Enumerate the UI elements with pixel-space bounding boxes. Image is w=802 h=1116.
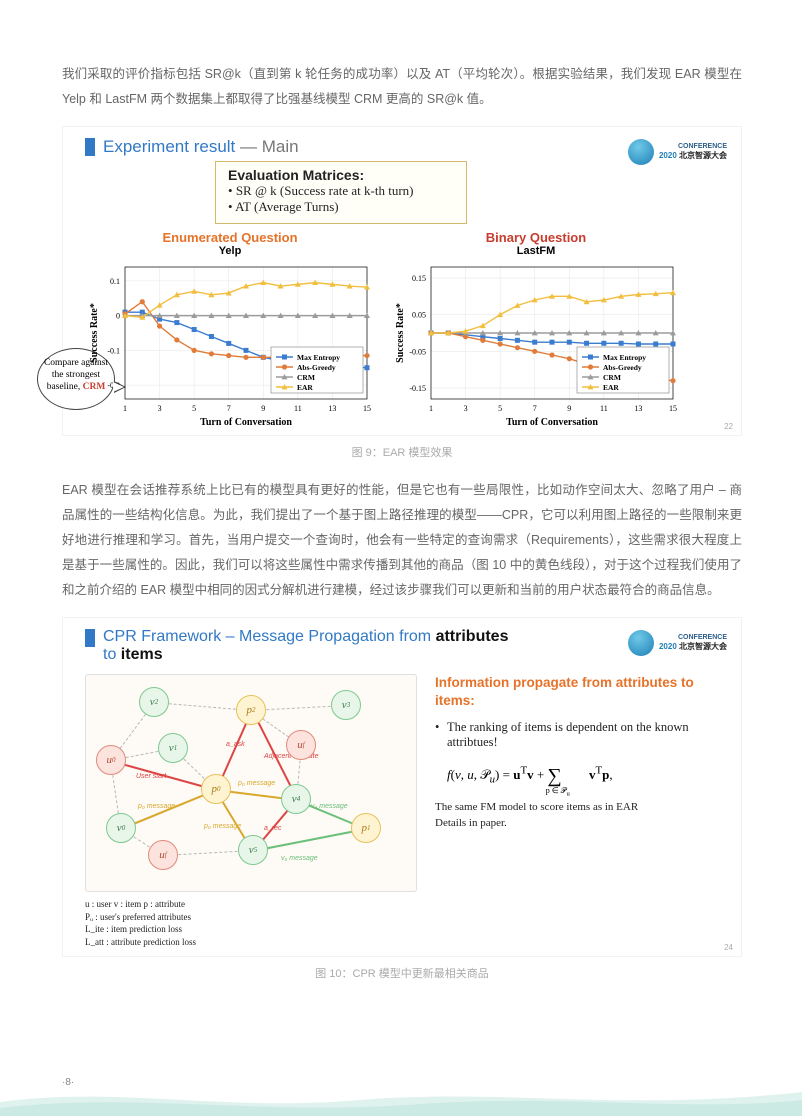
logo-conf: CONFERENCE bbox=[678, 143, 727, 150]
logo-year: 2020 bbox=[659, 151, 677, 160]
svg-text:0: 0 bbox=[116, 312, 120, 321]
fig9-title-a: Experiment result bbox=[103, 137, 240, 156]
chart-yelp: Enumerated Question Yelp 13579111315-0.2… bbox=[85, 230, 375, 429]
svg-text:CRM: CRM bbox=[297, 373, 315, 382]
svg-text:3: 3 bbox=[158, 404, 162, 413]
svg-text:0.1: 0.1 bbox=[110, 277, 120, 286]
svg-text:-0.1: -0.1 bbox=[107, 346, 120, 355]
svg-text:13: 13 bbox=[634, 404, 642, 413]
figure-10: CPR Framework – Message Propagation from… bbox=[62, 617, 742, 957]
graph-legend: L_att : attribute prediction loss bbox=[85, 936, 417, 949]
svg-text:Success Rate*: Success Rate* bbox=[395, 303, 406, 363]
svg-text:7: 7 bbox=[227, 404, 231, 413]
figure-10-caption: 图 10：CPR 模型中更新最相关商品 bbox=[62, 965, 742, 981]
prop-title: Information propagate from attributes to… bbox=[435, 674, 715, 710]
cpr-graph: User startp₀ messagea_askp₀ messagep₀ me… bbox=[85, 674, 417, 892]
chart-dataset-left: Yelp bbox=[85, 245, 375, 257]
svg-text:CRM: CRM bbox=[603, 373, 621, 382]
svg-text:Max Entropy: Max Entropy bbox=[297, 353, 340, 362]
svg-text:EAR: EAR bbox=[297, 383, 313, 392]
svg-text:15: 15 bbox=[669, 404, 677, 413]
svg-text:Turn of Conversation: Turn of Conversation bbox=[506, 417, 598, 428]
svg-text:-0.05: -0.05 bbox=[409, 347, 426, 356]
prop-sub-1: The same FM model to score items as in E… bbox=[435, 800, 715, 816]
svg-text:7: 7 bbox=[533, 404, 537, 413]
evaluation-box: Evaluation Matrices: • SR @ k (Success r… bbox=[215, 161, 467, 224]
intro-paragraph-2: EAR 模型在会话推荐系统上比已有的模型具有更好的性能，但是它也有一些局限性，比… bbox=[62, 478, 742, 603]
logo-dot-icon bbox=[628, 139, 654, 165]
graph-legend: Pᵤ : user's preferred attributes bbox=[85, 911, 417, 924]
svg-text:Turn of Conversation: Turn of Conversation bbox=[200, 417, 292, 428]
svg-text:11: 11 bbox=[600, 404, 608, 413]
logo-sub: 北京智源大会 bbox=[679, 151, 727, 160]
chart-subtitle-left: Enumerated Question bbox=[85, 230, 375, 245]
conference-logo: CONFERENCE2020 北京智源大会 bbox=[628, 139, 727, 165]
figure-9-caption: 图 9：EAR 模型效果 bbox=[62, 444, 742, 460]
svg-text:11: 11 bbox=[294, 404, 302, 413]
svg-text:0.15: 0.15 bbox=[412, 274, 426, 283]
svg-text:9: 9 bbox=[261, 404, 265, 413]
page-number: ·8· bbox=[62, 1077, 74, 1088]
figure-9: Experiment result — Main CONFERENCE2020 … bbox=[62, 126, 742, 436]
graph-legend: u : user v : item p : attribute bbox=[85, 898, 417, 911]
fig9-title-b: — Main bbox=[240, 137, 299, 156]
prop-item: The ranking of items is dependent on the… bbox=[447, 720, 715, 750]
conference-logo: CONFERENCE2020 北京智源大会 bbox=[628, 630, 727, 656]
footer-wave-icon bbox=[0, 1082, 802, 1116]
svg-text:15: 15 bbox=[363, 404, 371, 413]
svg-text:Max Entropy: Max Entropy bbox=[603, 353, 646, 362]
svg-text:5: 5 bbox=[498, 404, 502, 413]
svg-text:Success Rate*: Success Rate* bbox=[89, 303, 100, 363]
logo-dot-icon bbox=[628, 630, 654, 656]
intro-paragraph-1: 我们采取的评价指标包括 SR@k（直到第 k 轮任务的成功率）以及 AT（平均轮… bbox=[62, 62, 742, 112]
slide-number: 22 bbox=[724, 422, 733, 431]
svg-text:-0.15: -0.15 bbox=[409, 384, 426, 393]
svg-text:1: 1 bbox=[429, 404, 433, 413]
svg-text:13: 13 bbox=[328, 404, 336, 413]
svg-text:5: 5 bbox=[192, 404, 196, 413]
prop-sub-2: Details in paper. bbox=[435, 816, 715, 832]
svg-text:Abs-Greedy: Abs-Greedy bbox=[297, 363, 336, 372]
chart-lastfm: Binary Question LastFM 13579111315-0.15-… bbox=[391, 230, 681, 429]
svg-text:EAR: EAR bbox=[603, 383, 619, 392]
svg-text:9: 9 bbox=[567, 404, 571, 413]
svg-text:0.05: 0.05 bbox=[412, 311, 426, 320]
eval-title: Evaluation Matrices: bbox=[228, 167, 454, 183]
eval-item: • SR @ k (Success rate at k-th turn) bbox=[228, 183, 454, 199]
eval-item: • AT (Average Turns) bbox=[228, 199, 454, 215]
formula: f(v, u, 𝒫u) = uTv + ∑p ∈ 𝒫u vTp, bbox=[447, 762, 715, 787]
chart-dataset-right: LastFM bbox=[391, 245, 681, 257]
info-propagation: Information propagate from attributes to… bbox=[435, 674, 715, 948]
svg-text:Abs-Greedy: Abs-Greedy bbox=[603, 363, 642, 372]
slide-number: 24 bbox=[724, 943, 733, 952]
svg-text:3: 3 bbox=[464, 404, 468, 413]
graph-legend: L_ite : item prediction loss bbox=[85, 923, 417, 936]
chart-subtitle-right: Binary Question bbox=[391, 230, 681, 245]
svg-text:1: 1 bbox=[123, 404, 127, 413]
